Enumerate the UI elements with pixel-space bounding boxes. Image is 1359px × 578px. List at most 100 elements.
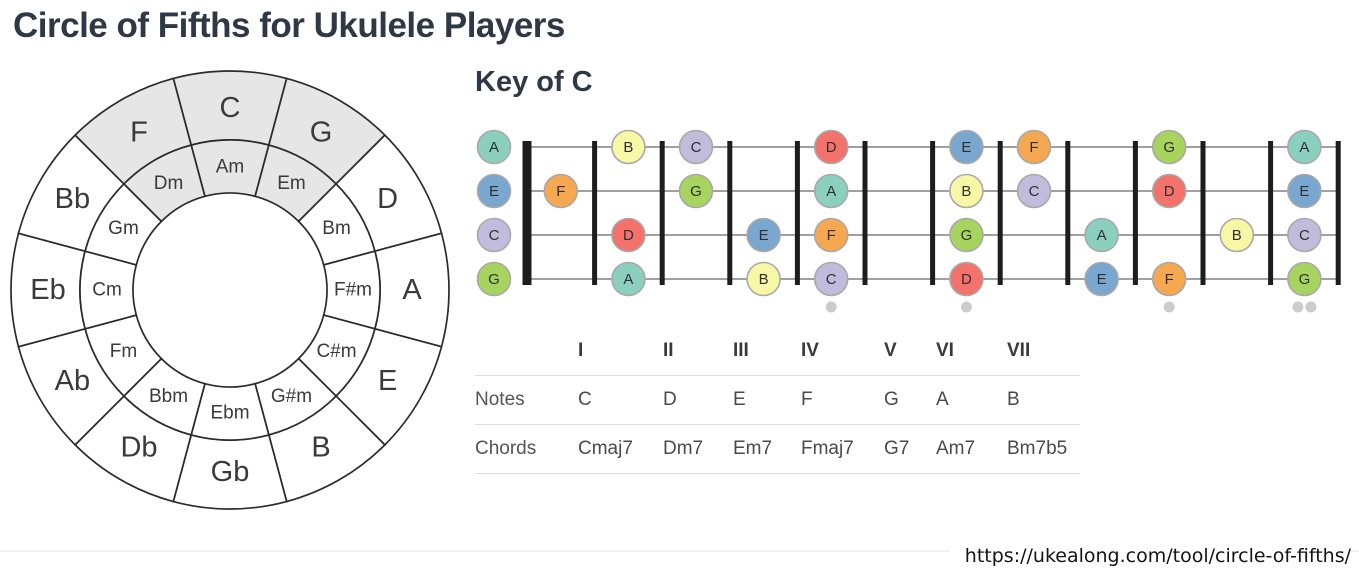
svg-text:B: B <box>759 271 769 288</box>
open-string-note-A: A <box>476 129 512 165</box>
svg-text:G: G <box>488 271 500 288</box>
degree-header-II: II <box>663 334 733 376</box>
degree-header-I: I <box>578 334 663 376</box>
fret-wire-1 <box>592 141 598 285</box>
note-D-string-A-fret-5: D <box>813 129 849 165</box>
svg-text:A: A <box>623 271 633 288</box>
circle-segment-major-Eb[interactable] <box>10 232 87 348</box>
svg-text:C: C <box>1299 227 1310 244</box>
note-E-string-G-fret-9: E <box>1084 261 1119 297</box>
circle-segment-major-Gb[interactable] <box>172 433 288 510</box>
fret-wire-10 <box>1200 141 1206 285</box>
fret-wire-2 <box>659 141 665 285</box>
note-A-string-A-fret-12: A <box>1287 129 1322 165</box>
note-cell: F <box>801 375 884 425</box>
svg-text:C: C <box>691 139 702 156</box>
note-G-string-C-fret-7: G <box>949 217 984 253</box>
chord-cell: Fmaj7 <box>801 424 884 474</box>
key-title: Key of C <box>475 66 593 98</box>
svg-text:C: C <box>826 271 837 288</box>
note-F-string-A-fret-8: F <box>1016 129 1052 165</box>
chord-cell: Cmaj7 <box>578 424 663 474</box>
svg-text:G: G <box>1163 139 1175 156</box>
fret-wire-4 <box>794 141 800 285</box>
svg-text:A: A <box>1097 227 1107 244</box>
svg-text:E: E <box>1299 183 1309 200</box>
note-cell: B <box>1007 375 1080 425</box>
circle-segment-minor-Dm[interactable] <box>122 144 206 223</box>
open-string-note-G: G <box>476 261 512 297</box>
scale-degrees-table: I II III IV V VI VII Notes C D E F G A B… <box>475 334 1080 474</box>
page-url: https://ukealong.com/tool/circle-of-fift… <box>948 543 1351 569</box>
chord-cell: G7 <box>884 424 936 474</box>
chord-cell: Bm7b5 <box>1007 424 1080 474</box>
degree-header-V: V <box>884 334 936 376</box>
note-G-string-E-fret-3: G <box>678 173 714 209</box>
fret-wire-9 <box>1132 141 1138 285</box>
degree-header-VII: VII <box>1007 334 1080 376</box>
svg-text:E: E <box>759 227 769 244</box>
svg-text:D: D <box>961 271 972 288</box>
fret-marker-double-12 <box>1292 301 1304 313</box>
svg-text:G: G <box>690 183 702 200</box>
note-G-string-G-fret-12: G <box>1287 261 1322 297</box>
svg-text:G: G <box>1299 271 1311 288</box>
chords-row-label: Chords <box>475 424 578 474</box>
note-B-string-A-fret-2: B <box>611 129 646 165</box>
svg-text:C: C <box>1029 183 1040 200</box>
note-B-string-E-fret-7: B <box>949 173 984 209</box>
chord-cell: Am7 <box>936 424 1007 474</box>
fret-wire-7 <box>997 141 1003 285</box>
fret-wire-3 <box>727 141 733 285</box>
note-E-string-A-fret-7: E <box>949 129 984 165</box>
svg-text:A: A <box>826 183 836 200</box>
fret-marker-5 <box>825 301 837 313</box>
fret-marker-7 <box>960 301 972 313</box>
page-title: Circle of Fifths for Ukulele Players <box>13 6 565 45</box>
open-string-note-C: C <box>476 217 512 253</box>
svg-text:E: E <box>961 139 971 156</box>
svg-text:G: G <box>961 227 973 244</box>
svg-text:A: A <box>1299 139 1309 156</box>
note-E-string-E-fret-12: E <box>1287 173 1322 209</box>
svg-text:D: D <box>826 139 837 156</box>
degree-header-empty <box>475 334 578 376</box>
fretboard-diagram: A B C D E F G A E F G A B C D E C D E F G A B C G A B C D E F G <box>476 129 1341 313</box>
note-E-string-C-fret-4: E <box>746 217 781 253</box>
note-D-string-C-fret-2: D <box>611 217 646 253</box>
note-cell: C <box>578 375 663 425</box>
note-F-string-E-fret-1: F <box>543 173 579 209</box>
note-C-string-A-fret-3: C <box>678 129 714 165</box>
note-B-string-G-fret-4: B <box>746 261 781 297</box>
note-F-string-G-fret-10: F <box>1151 261 1187 297</box>
note-A-string-E-fret-5: A <box>813 173 849 209</box>
note-B-string-C-fret-11: B <box>1219 217 1255 253</box>
fret-wire-8 <box>1065 141 1071 285</box>
fret-marker-10 <box>1163 301 1175 313</box>
note-C-string-E-fret-8: C <box>1016 173 1052 209</box>
note-D-string-E-fret-10: D <box>1151 173 1187 209</box>
open-string-note-E: E <box>476 173 512 209</box>
svg-text:A: A <box>489 139 499 156</box>
fret-wire-12 <box>1335 141 1341 285</box>
note-C-string-C-fret-12: C <box>1287 217 1322 253</box>
note-D-string-G-fret-7: D <box>949 261 984 297</box>
svg-text:F: F <box>1029 139 1038 156</box>
degree-header-III: III <box>733 334 801 376</box>
note-cell: A <box>936 375 1007 425</box>
note-cell: E <box>733 375 801 425</box>
note-C-string-G-fret-5: C <box>813 261 849 297</box>
fretboard-nut <box>522 141 532 285</box>
svg-text:B: B <box>961 183 971 200</box>
chords-row: Chords Cmaj7 Dm7 Em7 Fmaj7 G7 Am7 Bm7b5 <box>475 424 1080 474</box>
circle-segment-major-A[interactable] <box>373 232 450 348</box>
circle-segment-major-C[interactable] <box>172 70 288 147</box>
degree-header-VI: VI <box>936 334 1007 376</box>
note-F-string-C-fret-5: F <box>813 217 849 253</box>
scale-degrees-table-wrap: I II III IV V VI VII Notes C D E F G A B… <box>475 334 1080 474</box>
svg-text:B: B <box>623 139 633 156</box>
fret-wire-6 <box>930 141 936 285</box>
footer-divider <box>0 550 1359 552</box>
svg-text:C: C <box>489 227 500 244</box>
